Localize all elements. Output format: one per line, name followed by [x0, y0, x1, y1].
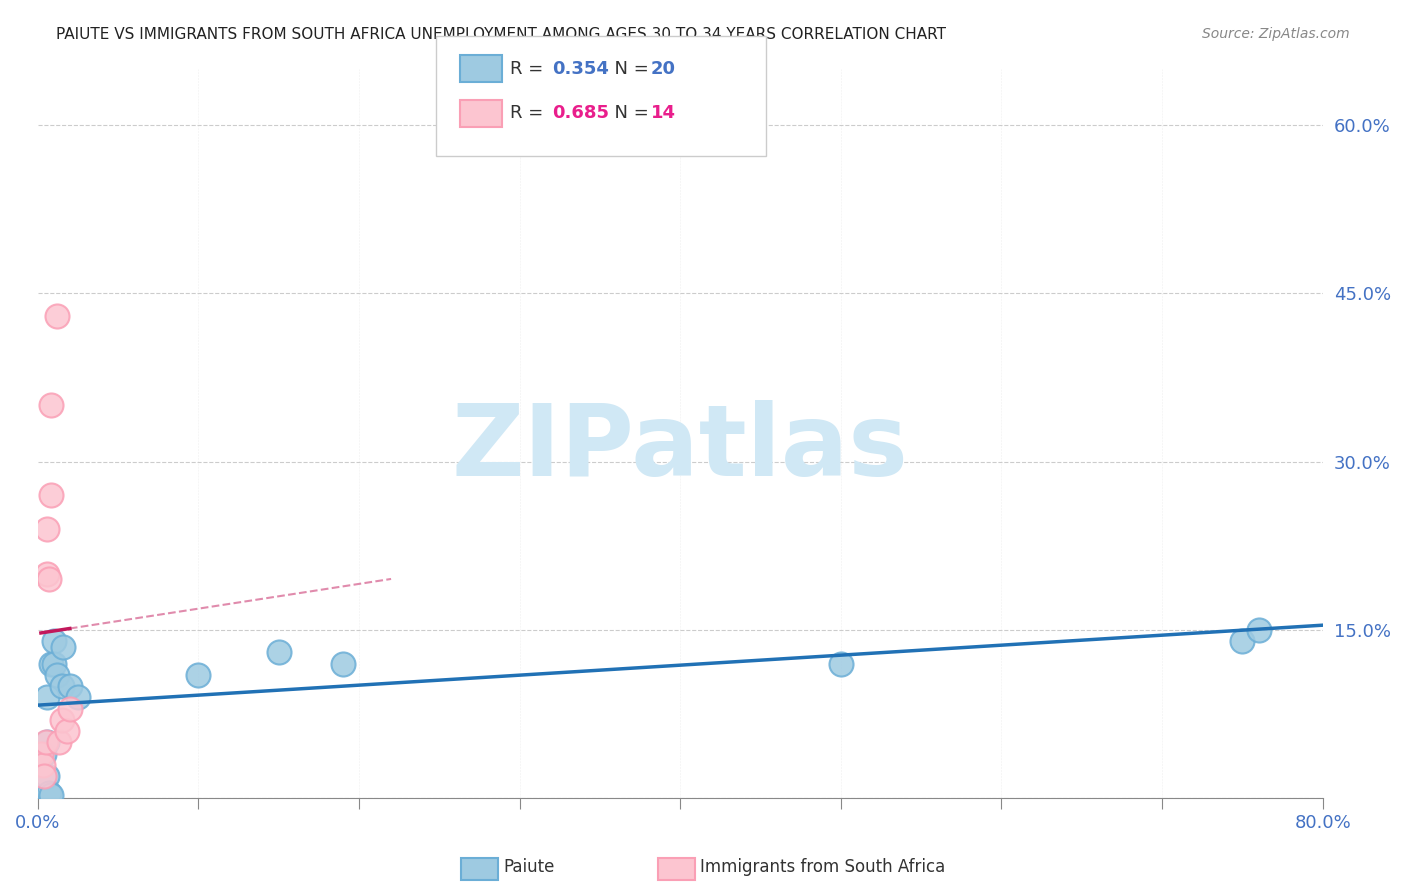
Point [37, 735, 59, 749]
Point [37, 522, 59, 536]
Point [830, 657, 852, 671]
Point [39, 488, 62, 502]
Text: Paiute: Paiute [503, 858, 555, 876]
Point [42, 634, 65, 648]
Point [32, 747, 55, 761]
Text: R =: R = [510, 104, 550, 122]
Point [66, 690, 89, 705]
Point [39, 657, 62, 671]
Point [37, 769, 59, 783]
Point [51, 679, 73, 693]
Text: Immigrants from South Africa: Immigrants from South Africa [700, 858, 945, 876]
Point [39, 788, 62, 802]
Point [38, 573, 60, 587]
Point [267, 645, 290, 659]
Point [59, 701, 82, 715]
Text: 0.354: 0.354 [553, 60, 609, 78]
Point [332, 657, 354, 671]
Point [51, 713, 73, 727]
Text: N =: N = [603, 104, 655, 122]
Text: 0.685: 0.685 [553, 104, 610, 122]
Point [52, 640, 75, 654]
Point [31, 757, 53, 772]
Point [59, 679, 82, 693]
Point [38, 786, 60, 800]
Point [37, 566, 59, 581]
Text: 20: 20 [651, 60, 676, 78]
Text: PAIUTE VS IMMIGRANTS FROM SOUTH AFRICA UNEMPLOYMENT AMONG AGES 30 TO 34 YEARS CO: PAIUTE VS IMMIGRANTS FROM SOUTH AFRICA U… [56, 27, 946, 42]
Text: ZIPatlas: ZIPatlas [451, 400, 908, 497]
Point [35, 735, 58, 749]
Point [55, 724, 77, 739]
Point [32, 769, 55, 783]
Point [39, 398, 62, 412]
Text: 14: 14 [651, 104, 676, 122]
Point [46, 309, 69, 323]
Point [48, 735, 70, 749]
Point [1247, 623, 1270, 637]
Point [42, 657, 65, 671]
Text: Source: ZipAtlas.com: Source: ZipAtlas.com [1202, 27, 1350, 41]
Text: R =: R = [510, 60, 550, 78]
Point [30, 747, 52, 761]
Point [37, 690, 59, 705]
Point [187, 668, 209, 682]
Point [46, 668, 69, 682]
Point [1232, 634, 1254, 648]
Text: N =: N = [603, 60, 655, 78]
